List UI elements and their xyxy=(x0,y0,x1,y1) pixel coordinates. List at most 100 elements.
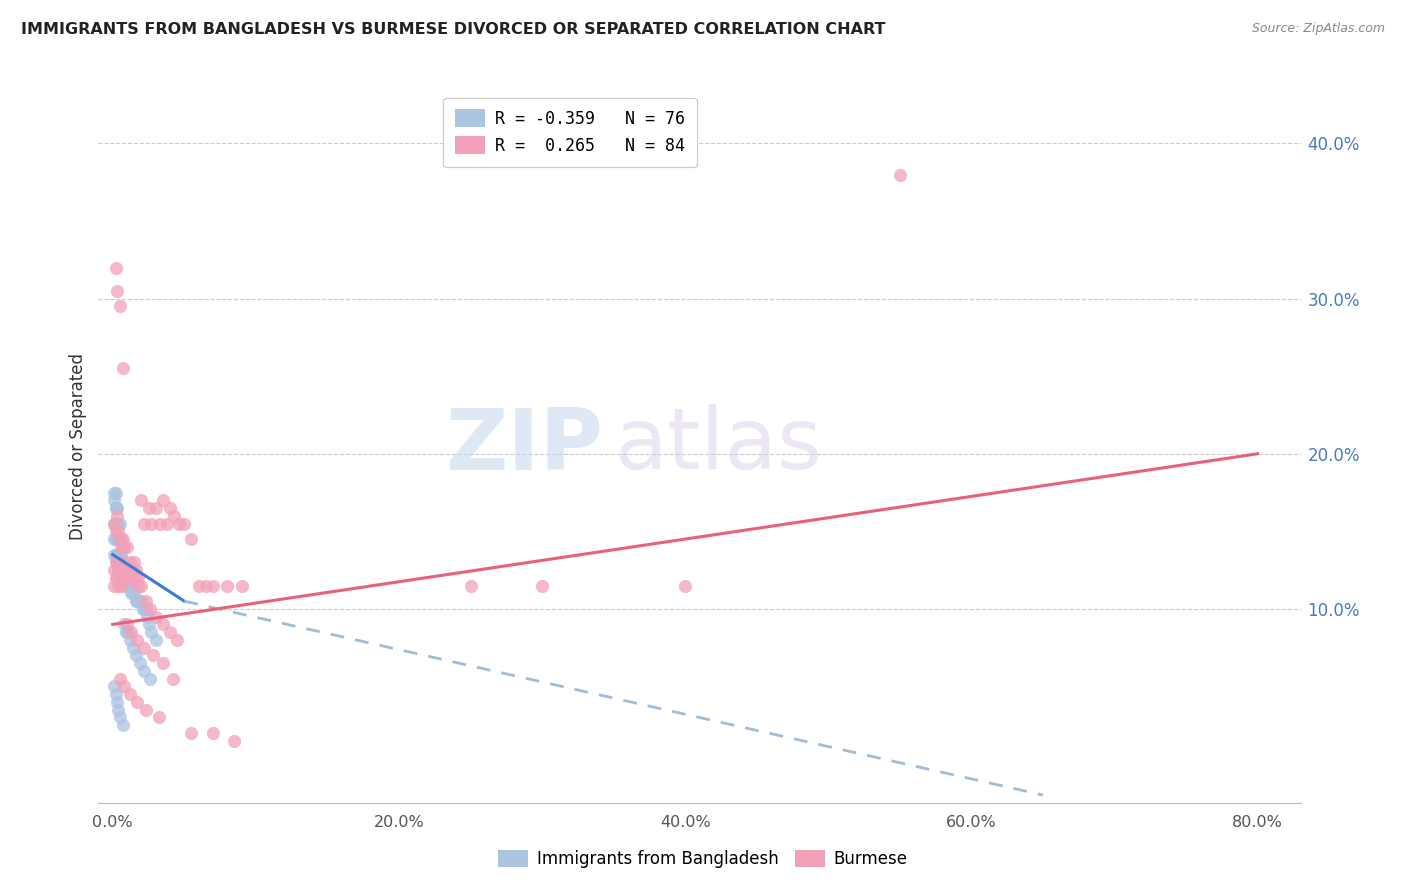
Point xyxy=(112,563,135,577)
Point xyxy=(103,493,125,508)
Point xyxy=(120,579,142,593)
Point xyxy=(152,493,174,508)
Point xyxy=(107,555,129,569)
Point xyxy=(115,625,138,640)
Point xyxy=(134,602,156,616)
Legend: Immigrants from Bangladesh, Burmese: Immigrants from Bangladesh, Burmese xyxy=(492,843,914,875)
Point xyxy=(108,548,131,562)
Point xyxy=(105,508,128,523)
Point xyxy=(138,501,160,516)
Point xyxy=(531,579,554,593)
Point xyxy=(108,571,131,585)
Point xyxy=(118,571,141,585)
Point xyxy=(111,563,134,577)
Point xyxy=(152,617,174,632)
Point xyxy=(118,555,141,569)
Point xyxy=(105,571,128,585)
Point xyxy=(110,563,132,577)
Point xyxy=(105,695,128,709)
Point xyxy=(110,563,132,577)
Point xyxy=(166,632,188,647)
Point xyxy=(104,571,127,585)
Text: ZIP: ZIP xyxy=(446,404,603,488)
Point xyxy=(134,516,156,531)
Point xyxy=(103,579,125,593)
Point xyxy=(224,733,246,747)
Point xyxy=(114,571,136,585)
Point xyxy=(139,672,162,686)
Point xyxy=(104,516,127,531)
Point xyxy=(103,563,125,577)
Point xyxy=(201,579,224,593)
Point xyxy=(110,555,132,569)
Point xyxy=(105,532,128,546)
Point xyxy=(104,501,127,516)
Point xyxy=(104,524,127,539)
Point xyxy=(114,563,136,577)
Point xyxy=(110,532,132,546)
Point xyxy=(141,625,163,640)
Point xyxy=(135,602,157,616)
Point xyxy=(124,563,146,577)
Point xyxy=(122,586,145,600)
Point xyxy=(134,664,156,678)
Point xyxy=(117,579,139,593)
Point xyxy=(103,532,125,546)
Point xyxy=(136,609,159,624)
Point xyxy=(122,555,145,569)
Legend: R = -0.359   N = 76, R =  0.265   N = 84: R = -0.359 N = 76, R = 0.265 N = 84 xyxy=(443,97,697,167)
Point xyxy=(108,710,131,724)
Point xyxy=(105,555,128,569)
Point xyxy=(115,571,138,585)
Point xyxy=(120,625,142,640)
Point xyxy=(194,579,217,593)
Point xyxy=(135,594,157,608)
Point xyxy=(124,648,146,663)
Point xyxy=(118,632,141,647)
Text: Source: ZipAtlas.com: Source: ZipAtlas.com xyxy=(1251,22,1385,36)
Point xyxy=(111,532,134,546)
Point xyxy=(111,563,134,577)
Point xyxy=(167,516,190,531)
Point xyxy=(103,680,125,694)
Point xyxy=(120,586,142,600)
Point xyxy=(125,594,148,608)
Point xyxy=(145,609,167,624)
Point xyxy=(105,555,128,569)
Point xyxy=(131,493,153,508)
Point xyxy=(108,555,131,569)
Point xyxy=(105,548,128,562)
Point xyxy=(107,703,129,717)
Point xyxy=(180,532,202,546)
Point xyxy=(135,703,157,717)
Point xyxy=(103,516,125,531)
Point xyxy=(111,555,134,569)
Point xyxy=(173,516,195,531)
Point xyxy=(129,656,152,670)
Point xyxy=(115,563,138,577)
Point xyxy=(131,579,153,593)
Point xyxy=(107,524,129,539)
Point xyxy=(125,632,148,647)
Point xyxy=(162,672,184,686)
Point xyxy=(120,563,142,577)
Point xyxy=(231,579,253,593)
Point xyxy=(124,571,146,585)
Point xyxy=(125,695,148,709)
Point xyxy=(110,540,132,554)
Point xyxy=(107,563,129,577)
Point xyxy=(460,579,482,593)
Point xyxy=(108,563,131,577)
Point xyxy=(114,571,136,585)
Point xyxy=(124,594,146,608)
Point xyxy=(121,586,143,600)
Point xyxy=(121,563,143,577)
Point xyxy=(217,579,239,593)
Point xyxy=(132,602,155,616)
Point xyxy=(108,532,131,546)
Point xyxy=(107,548,129,562)
Point xyxy=(111,361,134,376)
Point xyxy=(110,579,132,593)
Point xyxy=(108,299,131,313)
Text: IMMIGRANTS FROM BANGLADESH VS BURMESE DIVORCED OR SEPARATED CORRELATION CHART: IMMIGRANTS FROM BANGLADESH VS BURMESE DI… xyxy=(21,22,886,37)
